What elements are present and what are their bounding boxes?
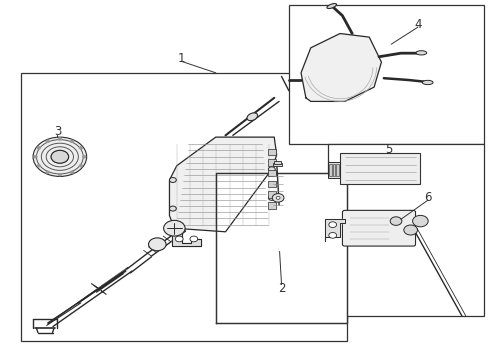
Circle shape	[170, 206, 176, 211]
Circle shape	[51, 150, 69, 163]
Text: 2: 2	[278, 283, 285, 296]
Circle shape	[79, 147, 82, 149]
Bar	[333, 164, 335, 176]
Circle shape	[34, 156, 37, 158]
Circle shape	[148, 238, 166, 251]
Circle shape	[390, 217, 402, 225]
Circle shape	[190, 236, 198, 242]
Bar	[336, 164, 339, 176]
Circle shape	[58, 174, 61, 176]
Bar	[328, 144, 484, 316]
Circle shape	[329, 233, 337, 238]
Circle shape	[413, 215, 428, 227]
Bar	[269, 181, 276, 187]
Circle shape	[175, 236, 183, 242]
Bar	[269, 170, 276, 176]
Circle shape	[170, 177, 176, 183]
Circle shape	[404, 225, 417, 235]
Circle shape	[272, 194, 284, 202]
Bar	[269, 202, 276, 208]
Bar	[21, 73, 347, 341]
Circle shape	[71, 140, 73, 143]
Ellipse shape	[327, 4, 337, 9]
Circle shape	[79, 165, 82, 167]
FancyBboxPatch shape	[343, 210, 416, 246]
Bar	[269, 159, 276, 166]
Bar	[289, 5, 484, 144]
Text: 4: 4	[414, 18, 422, 31]
Bar	[269, 149, 276, 155]
Circle shape	[46, 171, 49, 173]
Circle shape	[164, 220, 185, 236]
Text: 6: 6	[424, 192, 432, 204]
Circle shape	[269, 167, 275, 172]
Ellipse shape	[422, 80, 433, 85]
Circle shape	[37, 147, 40, 149]
Circle shape	[46, 140, 49, 143]
Polygon shape	[170, 137, 277, 232]
Circle shape	[71, 171, 73, 173]
Circle shape	[276, 197, 280, 199]
Bar	[274, 161, 281, 164]
Circle shape	[37, 165, 40, 167]
Circle shape	[83, 156, 86, 158]
Circle shape	[58, 138, 61, 140]
Text: 5: 5	[385, 143, 392, 156]
Polygon shape	[301, 33, 381, 102]
Circle shape	[33, 137, 87, 176]
Circle shape	[269, 195, 275, 201]
Bar	[269, 192, 276, 198]
Polygon shape	[172, 232, 201, 246]
Text: 1: 1	[178, 52, 185, 65]
Ellipse shape	[416, 51, 427, 55]
Bar	[328, 162, 340, 178]
Ellipse shape	[247, 113, 258, 121]
Bar	[216, 173, 347, 323]
Bar	[329, 164, 332, 176]
Text: 3: 3	[54, 125, 61, 138]
Bar	[340, 153, 420, 184]
Bar	[273, 163, 282, 166]
Polygon shape	[325, 219, 345, 241]
Circle shape	[329, 222, 337, 228]
